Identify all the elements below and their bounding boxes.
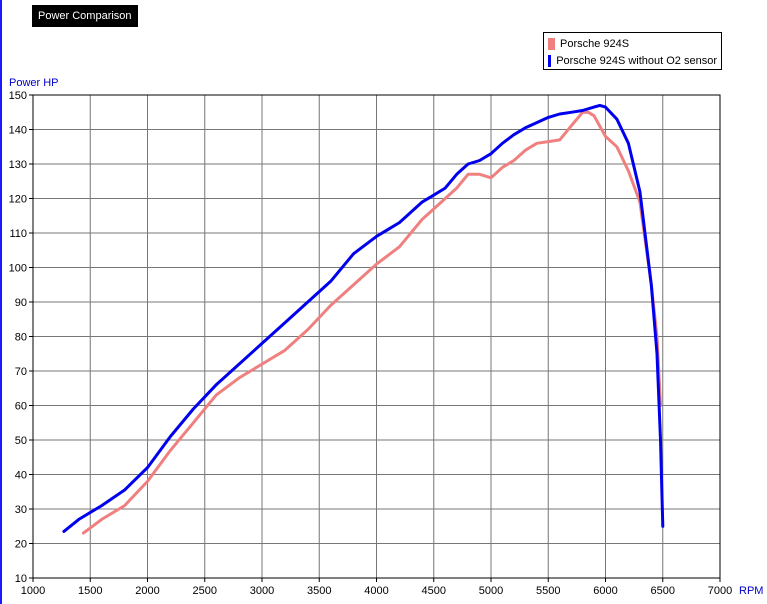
x-tick-label: 5000 [479,585,503,597]
x-axis-title: RPM [739,585,764,597]
y-tick-label: 60 [15,401,27,413]
x-tick-label: 3500 [307,585,331,597]
series-line-2 [62,103,665,533]
y-tick-label: 40 [15,470,27,482]
chart-title: Power Comparison [32,5,138,27]
window-left-border [0,0,2,604]
y-tick-label: 20 [15,539,27,551]
y-tick-label: 80 [15,332,27,344]
legend-label-series-2: Porsche 924S without O2 sensor [556,54,717,67]
x-tick-label: 1000 [21,585,45,597]
x-tick-label: 3000 [250,585,274,597]
legend-item-series-2: Porsche 924S without O2 sensor [548,52,717,69]
y-tick-label: 100 [9,263,27,275]
y-tick-label: 30 [15,504,27,516]
x-tick-label: 6000 [593,585,617,597]
y-tick-label: 120 [9,194,27,206]
legend-label-series-1: Porsche 924S [560,37,630,50]
series-line-1 [81,110,662,535]
x-tick-label: 7000 [708,585,732,597]
x-tick-label: 4000 [364,585,388,597]
x-tick-label: 4500 [422,585,446,597]
x-tick-label: 5500 [536,585,560,597]
x-tick-label: 1500 [78,585,102,597]
y-tick-label: 10 [15,573,27,585]
legend-item-series-1: Porsche 924S [548,35,717,52]
y-axis-title: Power HP [9,77,59,89]
legend-swatch-series-1 [548,37,555,50]
x-tick-label: 2500 [193,585,217,597]
legend: Porsche 924S Porsche 924S without O2 sen… [543,32,722,70]
legend-swatch-series-2 [548,54,552,67]
y-tick-label: 130 [9,159,27,171]
y-tick-label: 110 [9,228,27,240]
y-tick-label: 90 [15,297,27,309]
y-tick-label: 140 [9,125,27,137]
y-tick-label: 150 [9,90,27,102]
y-tick-label: 50 [15,435,27,447]
x-tick-label: 6500 [651,585,675,597]
y-tick-label: 70 [15,366,27,378]
x-tick-label: 2000 [135,585,159,597]
